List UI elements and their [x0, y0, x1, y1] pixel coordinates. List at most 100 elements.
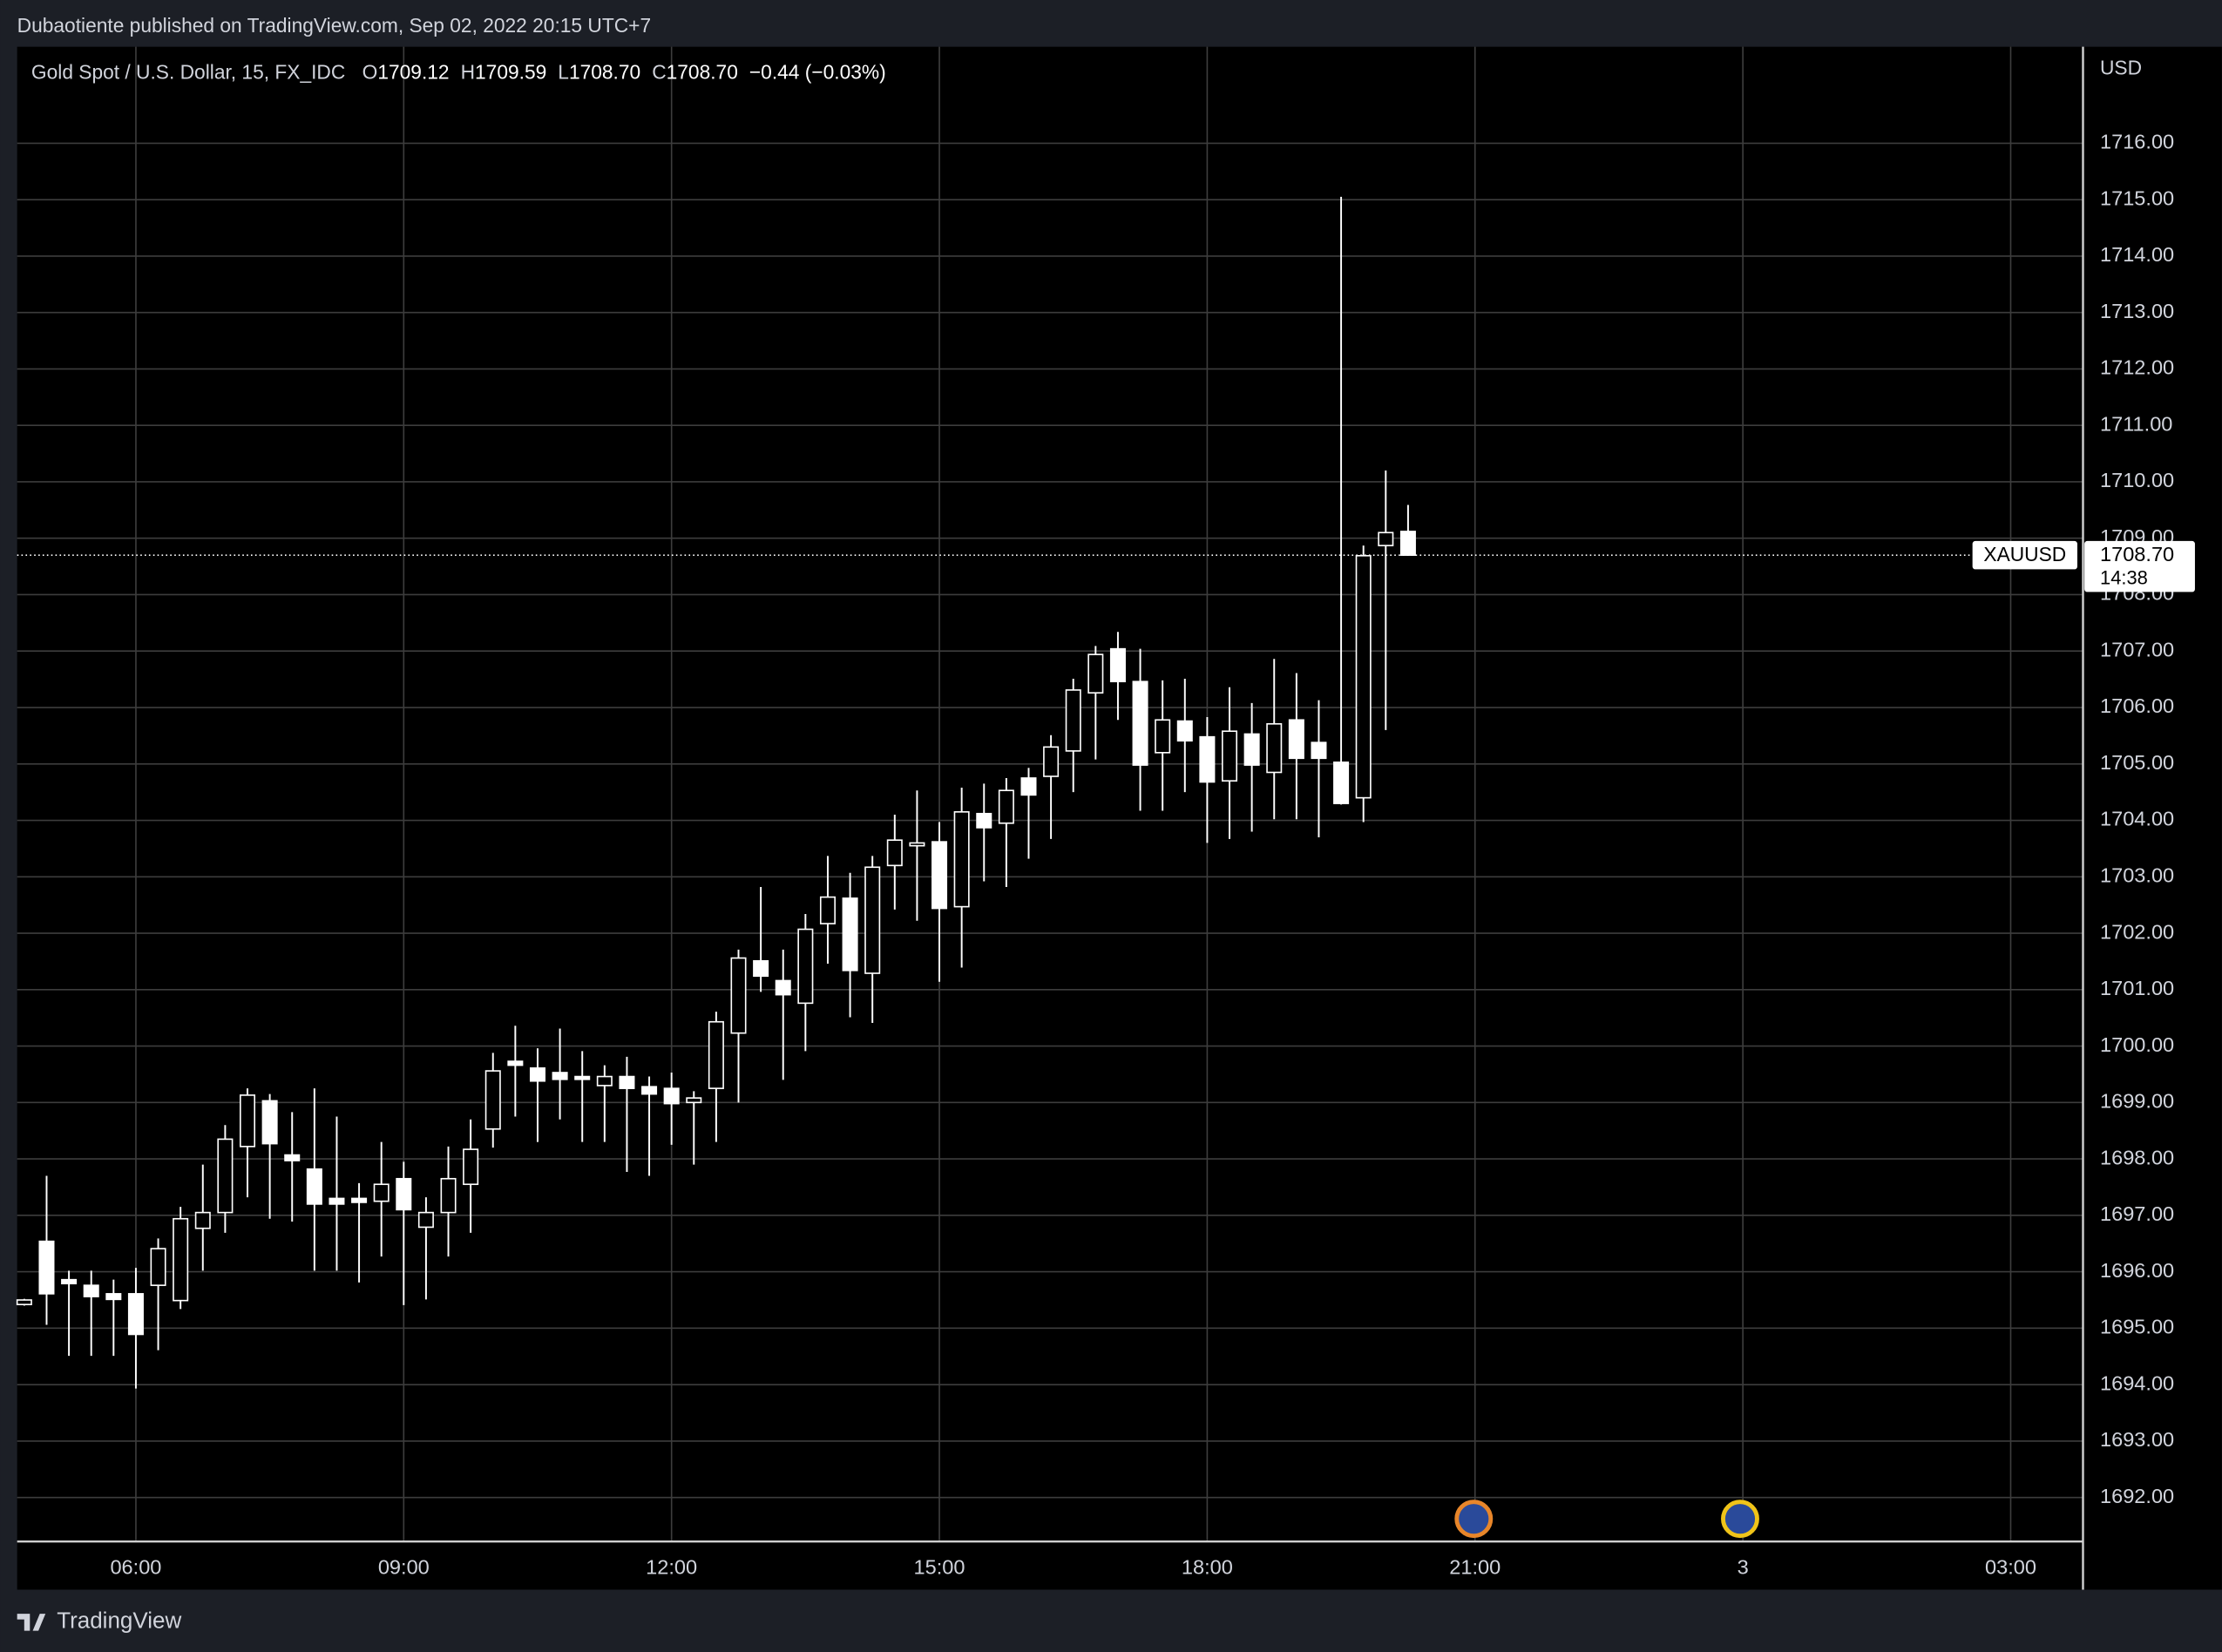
- candle-body: [1266, 722, 1283, 774]
- candle-body: [284, 1154, 301, 1161]
- candle-body: [1065, 689, 1081, 752]
- candle-body: [886, 839, 903, 867]
- candle-body: [38, 1240, 55, 1295]
- candle-body: [998, 789, 1014, 824]
- candle-body: [1176, 720, 1193, 742]
- ohlc-key: H: [461, 61, 475, 84]
- candle-body: [864, 866, 881, 974]
- candle-body: [217, 1138, 234, 1214]
- candle-body: [976, 812, 992, 829]
- candle-body: [1243, 733, 1260, 766]
- candle-body: [1199, 735, 1216, 783]
- candle-body: [1355, 554, 1372, 799]
- candle-body: [1109, 647, 1126, 683]
- candle-body: [105, 1293, 122, 1301]
- ohlc-key: L: [558, 61, 569, 84]
- x-tick-label: 06:00: [110, 1555, 161, 1578]
- x-tick-label: 15:00: [914, 1555, 965, 1578]
- candle-body: [1222, 730, 1238, 782]
- candle-body: [173, 1217, 189, 1302]
- x-tick-label: 18:00: [1182, 1555, 1233, 1578]
- candle-body: [552, 1072, 568, 1080]
- candle-body: [127, 1293, 144, 1336]
- y-tick-label: 1711.00: [2100, 412, 2172, 435]
- axis-labels: 1692.00 1693.00 1694.00 1695.00 1696.00 1697.…: [110, 131, 2195, 1578]
- candle-body: [1288, 719, 1304, 760]
- x-tick-label: 12:00: [646, 1555, 697, 1578]
- candle-body: [1311, 741, 1327, 760]
- candle-body: [953, 810, 970, 908]
- x-tick-label: 03:00: [1985, 1555, 2036, 1578]
- candle-body: [574, 1075, 591, 1080]
- y-tick-label: 1701.00: [2100, 977, 2174, 999]
- candle-body: [463, 1148, 479, 1186]
- event-flag[interactable]: [1721, 1500, 1759, 1539]
- y-tick-label: 1695.00: [2100, 1316, 2174, 1338]
- y-tick-label: 1707.00: [2100, 638, 2174, 660]
- candle-body: [61, 1278, 78, 1285]
- brand-name: TradingView: [57, 1608, 181, 1634]
- y-tick-label: 1698.00: [2100, 1146, 2174, 1168]
- candle-body: [306, 1168, 322, 1205]
- y-tick-label: 1704.00: [2100, 808, 2174, 830]
- candle-body: [708, 1020, 724, 1089]
- ohlc-value: 1709.12: [377, 61, 449, 84]
- candle-body: [663, 1087, 680, 1105]
- candle-body: [931, 841, 948, 910]
- candle-body: [83, 1284, 99, 1297]
- y-tick-label: 1699.00: [2100, 1090, 2174, 1113]
- y-tick-label: 1703.00: [2100, 864, 2174, 887]
- candle-body: [239, 1094, 256, 1148]
- candle-body: [351, 1197, 368, 1203]
- candle-body: [753, 959, 769, 978]
- event-flag[interactable]: [1454, 1500, 1494, 1539]
- symbol-legend: Gold Spot / U.S. Dollar, 15, FX_IDC O170…: [31, 61, 886, 84]
- candle-body: [819, 896, 836, 924]
- candle-body: [1087, 653, 1104, 694]
- candle-body: [373, 1183, 390, 1202]
- countdown-text: 14:38: [2100, 567, 2148, 589]
- candle-body: [507, 1060, 524, 1066]
- candle-body: [194, 1211, 211, 1229]
- candle-body: [1333, 762, 1350, 804]
- event-flags: [1454, 1500, 1759, 1539]
- y-tick-label: 1710.00: [2100, 469, 2174, 491]
- y-tick-label: 1713.00: [2100, 300, 2174, 322]
- candle-body: [1043, 746, 1060, 777]
- x-tick-label: 3: [1738, 1555, 1749, 1578]
- y-tick-label: 1706.00: [2100, 694, 2174, 717]
- candle-body: [329, 1197, 345, 1205]
- y-tick-label: 1705.00: [2100, 751, 2174, 774]
- candles: [16, 196, 1973, 1389]
- candle-body: [596, 1075, 613, 1087]
- grid: [17, 46, 2083, 1542]
- candle-body: [1132, 680, 1148, 766]
- y-tick-label: 1712.00: [2100, 356, 2174, 379]
- y-tick-label: 1692.00: [2100, 1485, 2174, 1507]
- x-tick-label: 09:00: [378, 1555, 430, 1578]
- y-tick-label: 1716.00: [2100, 131, 2174, 153]
- candle-body: [1020, 777, 1037, 796]
- candle-body: [16, 1299, 32, 1305]
- y-tick-label: 1696.00: [2100, 1259, 2174, 1282]
- candle-body: [396, 1177, 412, 1211]
- candle-body: [842, 897, 858, 972]
- ohlc-value: 1708.70: [667, 61, 738, 84]
- y-tick-label: 1715.00: [2100, 186, 2174, 209]
- candle-body: [417, 1211, 434, 1229]
- currency-label: USD: [2100, 57, 2142, 79]
- y-tick-label: 1693.00: [2100, 1428, 2174, 1451]
- candle-body: [261, 1100, 278, 1145]
- y-tick-label: 1702.00: [2100, 920, 2174, 943]
- symbol-badge: [1972, 540, 2077, 570]
- candle-body: [641, 1086, 658, 1095]
- candle-body: [484, 1070, 501, 1130]
- ohlc-value: 1709.59: [475, 61, 546, 84]
- y-tick-label: 1714.00: [2100, 243, 2174, 266]
- symbol-title: Gold Spot / U.S. Dollar, 15, FX_IDC: [31, 61, 345, 84]
- candle-body: [1378, 531, 1394, 546]
- y-tick-label: 1694.00: [2100, 1371, 2174, 1394]
- candle-body: [1399, 531, 1416, 556]
- brand-logo: [17, 1614, 46, 1631]
- price-badge-text: 1708.70: [2100, 543, 2174, 565]
